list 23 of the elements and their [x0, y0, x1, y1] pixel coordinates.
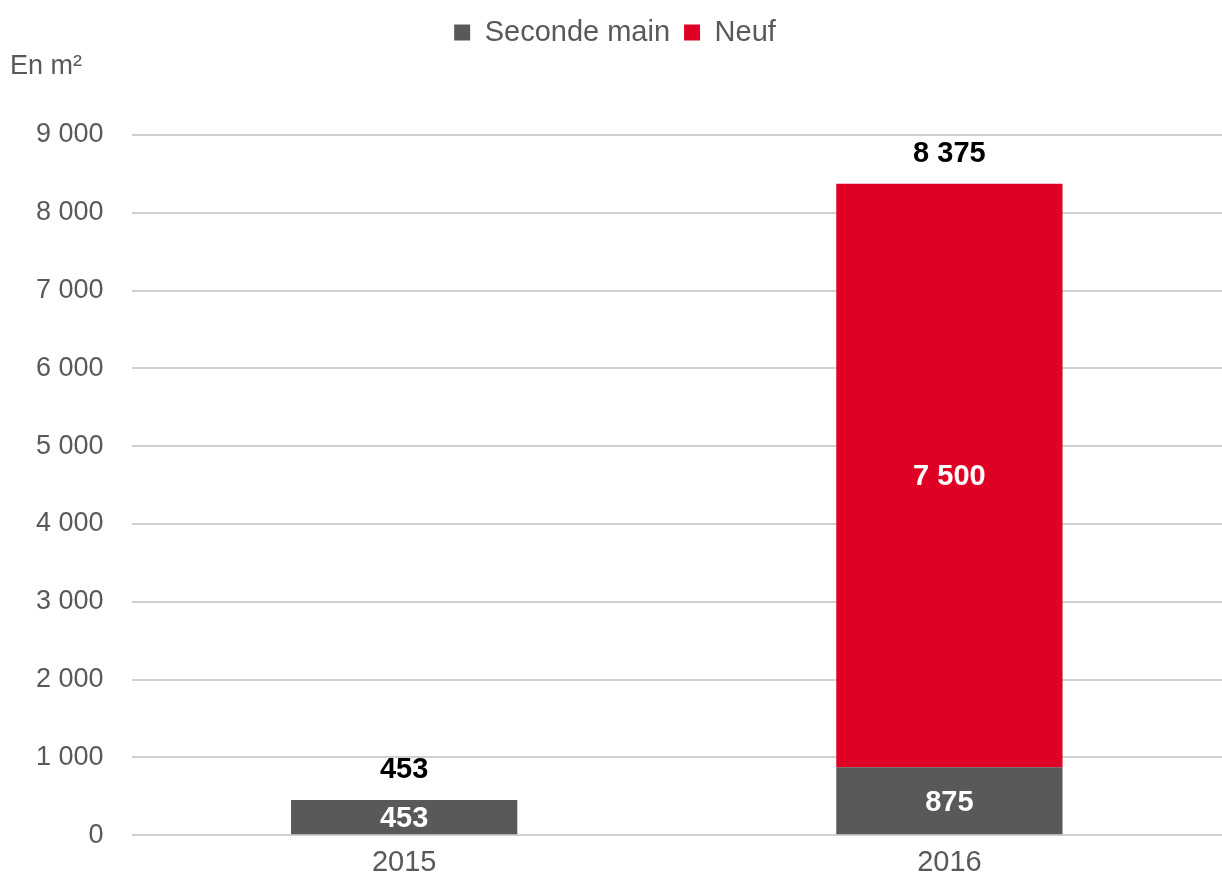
- y-tick-label: 2 000: [35, 663, 104, 694]
- y-tick-label: 4 000: [35, 507, 104, 538]
- legend-label: Seconde main: [484, 14, 671, 47]
- total-label: 453: [379, 751, 429, 784]
- y-tick-label: 5 000: [35, 429, 104, 460]
- y-tick-label: 3 000: [35, 585, 104, 616]
- y-tick-label: 7 000: [35, 274, 104, 305]
- y-tick-label: 1 000: [35, 740, 104, 771]
- data-label: 875: [925, 784, 974, 817]
- bar: [836, 183, 1063, 768]
- total-label: 8 375: [913, 135, 986, 168]
- y-axis-title: En m²: [10, 50, 83, 81]
- bar: [291, 799, 518, 835]
- x-tick-label: 2015: [371, 844, 437, 877]
- bar: [836, 767, 1063, 835]
- legend-label: Neuf: [714, 14, 777, 47]
- y-tick-label: 8 000: [35, 196, 104, 227]
- y-tick-label: 6 000: [35, 351, 104, 382]
- x-tick-label: 2016: [917, 844, 982, 877]
- data-label: 7 500: [913, 459, 986, 492]
- y-tick-label: 0: [88, 818, 104, 849]
- y-tick-label: 9 000: [35, 118, 104, 149]
- data-label: 453: [379, 801, 429, 834]
